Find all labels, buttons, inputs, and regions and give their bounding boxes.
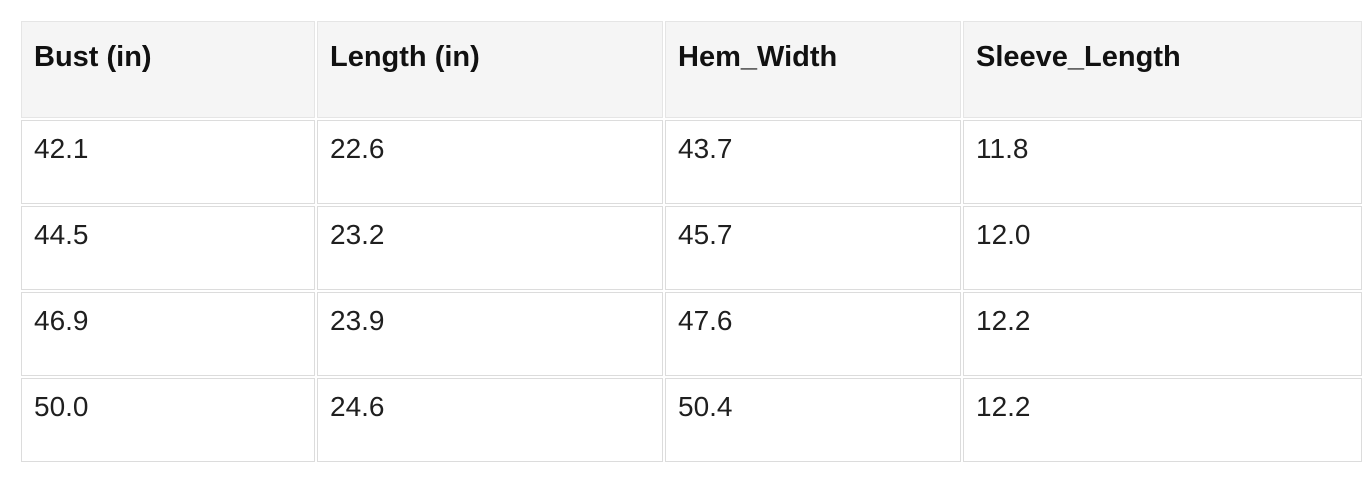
table-cell: 12.0 — [963, 206, 1362, 290]
table-cell: 23.2 — [317, 206, 663, 290]
column-header-length: Length (in) — [317, 21, 663, 118]
page: Bust (in) Length (in) Hem_Width Sleeve_L… — [19, 19, 1364, 464]
table-cell: 23.9 — [317, 292, 663, 376]
table-cell: 50.4 — [665, 378, 961, 462]
table-cell: 42.1 — [21, 120, 315, 204]
table-row: 46.9 23.9 47.6 12.2 — [21, 292, 1362, 376]
measurements-table: Bust (in) Length (in) Hem_Width Sleeve_L… — [19, 19, 1364, 464]
table-header-row: Bust (in) Length (in) Hem_Width Sleeve_L… — [21, 21, 1362, 118]
table-cell: 11.8 — [963, 120, 1362, 204]
table-cell: 44.5 — [21, 206, 315, 290]
table-cell: 12.2 — [963, 292, 1362, 376]
table-row: 42.1 22.6 43.7 11.8 — [21, 120, 1362, 204]
table-row: 44.5 23.2 45.7 12.0 — [21, 206, 1362, 290]
column-header-sleeve-length: Sleeve_Length — [963, 21, 1362, 118]
column-header-hem-width: Hem_Width — [665, 21, 961, 118]
table-cell: 50.0 — [21, 378, 315, 462]
table-cell: 45.7 — [665, 206, 961, 290]
table-cell: 43.7 — [665, 120, 961, 204]
column-header-bust: Bust (in) — [21, 21, 315, 118]
table-cell: 47.6 — [665, 292, 961, 376]
table-cell: 46.9 — [21, 292, 315, 376]
table-cell: 12.2 — [963, 378, 1362, 462]
table-cell: 22.6 — [317, 120, 663, 204]
table-cell: 24.6 — [317, 378, 663, 462]
table-row: 50.0 24.6 50.4 12.2 — [21, 378, 1362, 462]
